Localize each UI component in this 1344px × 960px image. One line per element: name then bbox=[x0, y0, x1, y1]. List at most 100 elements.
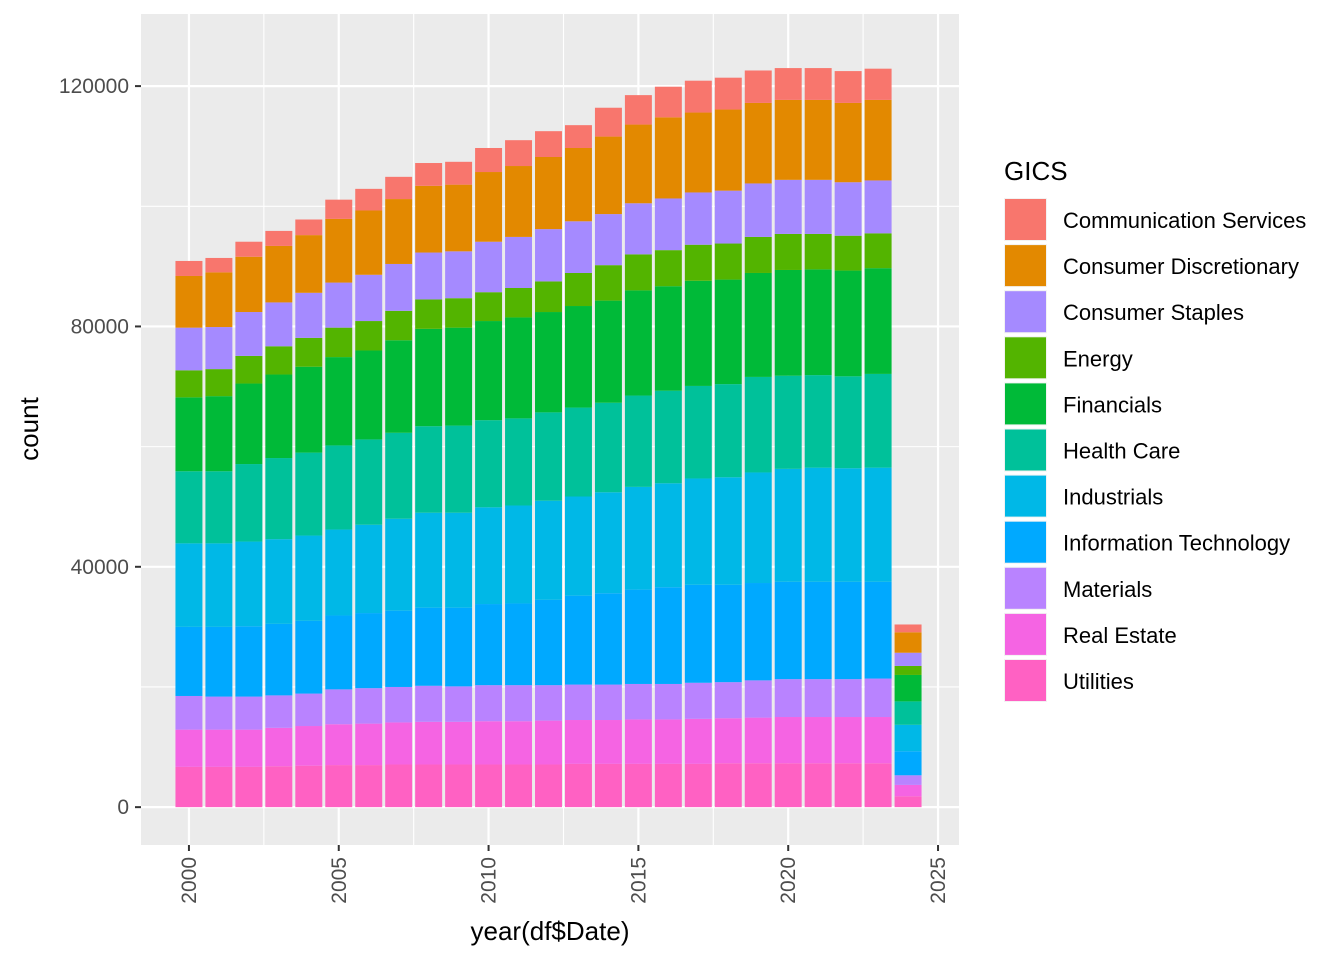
bar-segment bbox=[774, 679, 802, 718]
bar-segment bbox=[385, 199, 413, 264]
bar-segment bbox=[475, 147, 503, 173]
bar-segment bbox=[265, 245, 293, 303]
bar-segment bbox=[864, 763, 892, 808]
bar-segment bbox=[295, 337, 323, 367]
bar-segment bbox=[864, 268, 892, 374]
bar-segment bbox=[355, 524, 383, 614]
bar-segment bbox=[445, 184, 473, 252]
bar-segment bbox=[744, 183, 772, 237]
bar-segment bbox=[834, 717, 862, 764]
bar-segment bbox=[804, 763, 832, 808]
bar-segment bbox=[445, 327, 473, 426]
bar-segment bbox=[475, 721, 503, 765]
bar-segment bbox=[594, 214, 622, 266]
bar-segment bbox=[744, 583, 772, 681]
bar-segment bbox=[415, 299, 443, 329]
bar-segment bbox=[325, 445, 353, 530]
bar-segment bbox=[355, 765, 383, 808]
bar-segment bbox=[505, 166, 533, 237]
bar-segment bbox=[684, 718, 712, 764]
y-tick-label: 40000 bbox=[71, 556, 129, 579]
bar-segment bbox=[564, 147, 592, 222]
legend-key bbox=[1005, 613, 1046, 655]
bar-segment bbox=[235, 464, 263, 542]
bar-segment bbox=[654, 483, 682, 588]
bar-segment bbox=[475, 241, 503, 293]
bar-segment bbox=[355, 188, 383, 211]
bar-segment bbox=[445, 512, 473, 608]
bar-segment bbox=[535, 764, 562, 808]
legend-label: Communication Services bbox=[1063, 208, 1306, 233]
legend-label: Information Technology bbox=[1063, 531, 1290, 556]
bar-segment bbox=[235, 729, 263, 767]
bar-segment bbox=[714, 763, 742, 808]
bar-segment bbox=[624, 719, 652, 764]
bar-segment bbox=[505, 685, 533, 722]
bar-segment bbox=[594, 265, 622, 301]
bar-segment bbox=[714, 279, 742, 385]
bar-segment bbox=[205, 327, 233, 370]
bar-segment bbox=[535, 599, 562, 686]
bar-segment bbox=[175, 766, 203, 808]
x-tick-label: 2000 bbox=[178, 857, 201, 904]
bar-segment bbox=[475, 685, 503, 722]
y-tick-label: 120000 bbox=[59, 75, 129, 98]
bar-segment bbox=[325, 327, 353, 358]
bar-segment bbox=[774, 233, 802, 270]
x-tick-label: 2005 bbox=[328, 857, 351, 904]
bar-segment bbox=[864, 68, 892, 100]
bar-segment bbox=[654, 719, 682, 764]
bar-segment bbox=[205, 471, 233, 544]
bar-segment bbox=[355, 723, 383, 766]
bar-segment bbox=[385, 432, 413, 519]
bar-segment bbox=[714, 190, 742, 244]
bar-segment bbox=[235, 383, 263, 465]
bar-segment bbox=[325, 689, 353, 725]
bar-segment bbox=[265, 623, 293, 696]
x-tick-label: 2010 bbox=[478, 857, 501, 904]
bar-segment bbox=[594, 402, 622, 493]
bar-segment bbox=[475, 764, 503, 808]
bar-segment bbox=[624, 95, 652, 125]
bar-segment bbox=[864, 717, 892, 764]
bar-segment bbox=[325, 282, 353, 328]
bar-segment bbox=[834, 468, 862, 582]
bar-segment bbox=[175, 626, 203, 696]
bar-segment bbox=[894, 784, 922, 797]
bar-segment bbox=[654, 117, 682, 199]
bar-segment bbox=[744, 717, 772, 764]
bar-segment bbox=[804, 233, 832, 270]
bar-segment bbox=[834, 763, 862, 808]
bar-segment bbox=[774, 68, 802, 100]
bar-segment bbox=[714, 477, 742, 585]
bar-segment bbox=[594, 107, 622, 137]
bar-segment bbox=[235, 626, 263, 697]
x-axis-title: year(df$Date) bbox=[471, 916, 630, 946]
bar-segment bbox=[894, 674, 922, 702]
bar-segment bbox=[175, 729, 203, 767]
bar-segment bbox=[714, 682, 742, 719]
bar-segment bbox=[505, 287, 533, 318]
bar-segment bbox=[535, 131, 562, 158]
bar-segment bbox=[535, 685, 562, 721]
bar-segment bbox=[445, 251, 473, 299]
bar-segment bbox=[385, 263, 413, 311]
bar-segment bbox=[624, 589, 652, 684]
legend-key bbox=[1005, 291, 1046, 333]
bar-segment bbox=[385, 722, 413, 765]
bar-segment bbox=[804, 679, 832, 718]
bar-segment bbox=[265, 539, 293, 624]
bar-segment bbox=[744, 763, 772, 808]
bar-segment bbox=[535, 500, 562, 600]
bar-segment bbox=[744, 680, 772, 718]
bar-segment bbox=[774, 763, 802, 808]
legend-label: Health Care bbox=[1063, 439, 1180, 464]
bar-segment bbox=[415, 512, 443, 608]
bar-segment bbox=[175, 695, 203, 730]
bar-segment bbox=[445, 607, 473, 687]
bar-segment bbox=[295, 765, 323, 808]
bar-segment bbox=[774, 375, 802, 469]
bar-segment bbox=[684, 280, 712, 386]
bar-segment bbox=[564, 763, 592, 808]
bar-segment bbox=[505, 418, 533, 506]
